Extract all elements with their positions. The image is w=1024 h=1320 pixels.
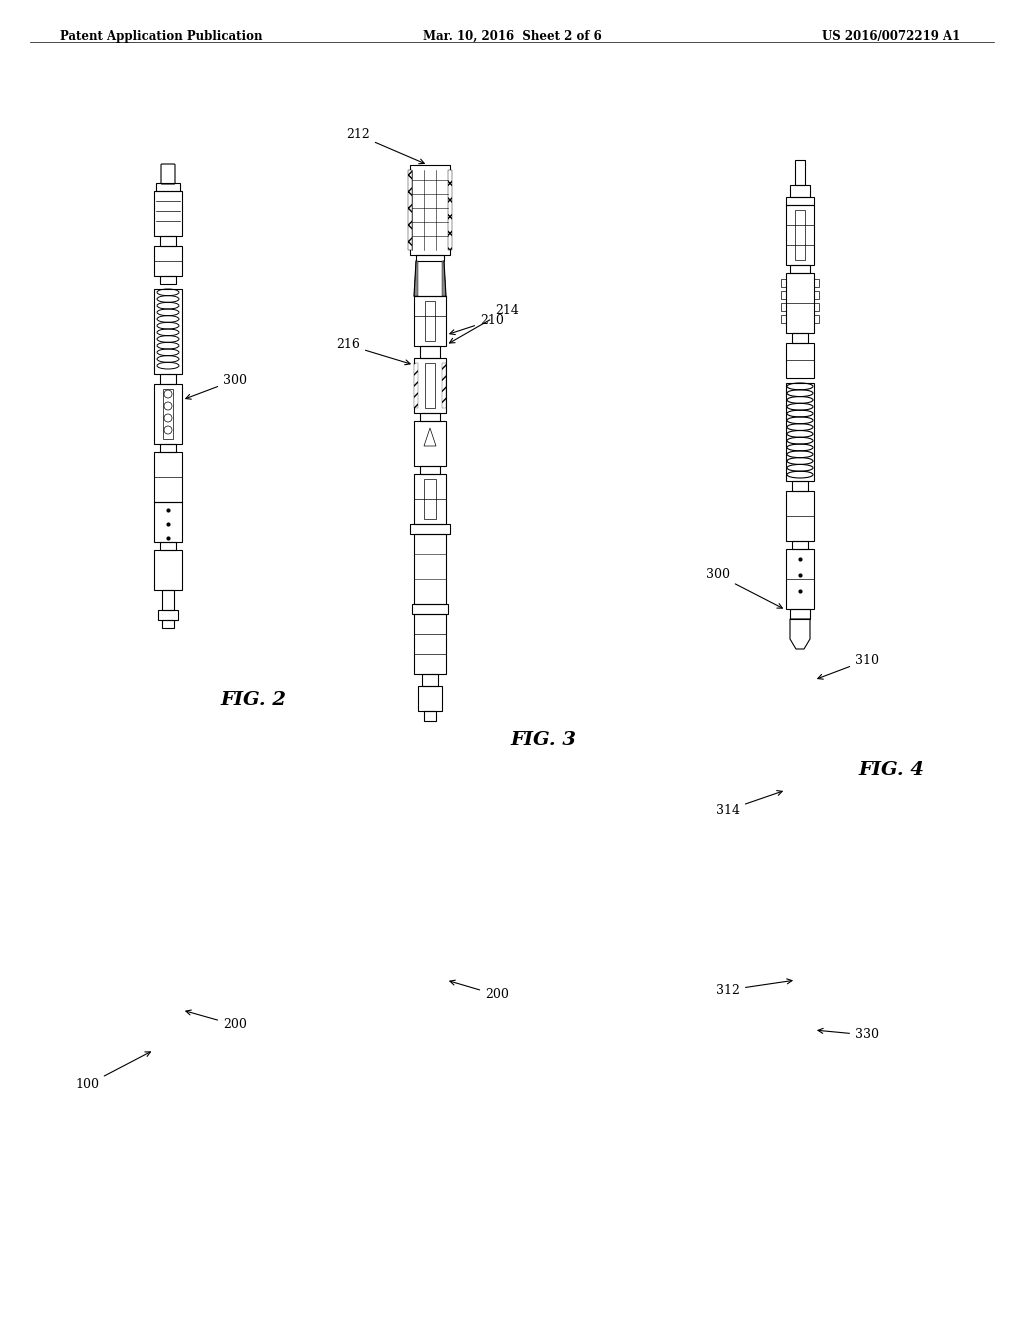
Text: FIG. 4: FIG. 4 — [858, 762, 924, 779]
Bar — [163, 389, 173, 440]
Text: 300: 300 — [185, 374, 247, 399]
Text: Mar. 10, 2016  Sheet 2 of 6: Mar. 10, 2016 Sheet 2 of 6 — [423, 30, 601, 44]
Bar — [160, 236, 176, 246]
Bar — [795, 160, 805, 185]
Text: 200: 200 — [186, 1010, 247, 1031]
Bar — [414, 296, 446, 346]
Text: 300: 300 — [706, 569, 782, 609]
Bar — [449, 170, 452, 249]
Bar — [414, 535, 446, 605]
Bar — [162, 590, 174, 610]
Text: FIG. 3: FIG. 3 — [510, 731, 575, 748]
Bar — [414, 474, 446, 524]
Text: 210: 210 — [450, 314, 504, 334]
Bar — [160, 444, 176, 451]
Bar — [418, 686, 442, 711]
Bar — [412, 605, 449, 614]
Text: 314: 314 — [716, 791, 782, 817]
Bar — [422, 675, 438, 686]
Bar — [790, 609, 810, 619]
Bar — [420, 466, 440, 474]
Bar — [414, 421, 446, 466]
Bar — [154, 191, 182, 236]
Bar — [160, 543, 176, 550]
Bar — [420, 413, 440, 421]
Bar — [442, 363, 446, 408]
Bar — [154, 502, 182, 543]
Bar — [154, 384, 182, 444]
Bar — [160, 276, 176, 284]
Text: 216: 216 — [336, 338, 411, 364]
Text: 100: 100 — [75, 1052, 151, 1092]
Text: 310: 310 — [818, 653, 879, 680]
Bar — [416, 255, 444, 261]
Text: 214: 214 — [450, 304, 519, 343]
Bar — [425, 301, 435, 341]
Polygon shape — [414, 261, 418, 296]
Bar — [414, 358, 446, 413]
Bar — [792, 480, 808, 491]
Text: Patent Application Publication: Patent Application Publication — [60, 30, 262, 44]
Text: US 2016/0072219 A1: US 2016/0072219 A1 — [821, 30, 961, 44]
Bar — [795, 210, 805, 260]
Bar — [158, 610, 178, 620]
Bar — [425, 363, 435, 408]
Bar — [786, 197, 814, 205]
Bar — [792, 541, 808, 549]
Bar — [162, 620, 174, 628]
Bar — [814, 315, 819, 323]
Bar — [420, 346, 440, 358]
Bar — [814, 290, 819, 300]
Bar — [414, 363, 418, 408]
Bar — [786, 549, 814, 609]
Bar — [781, 279, 786, 286]
Bar — [790, 265, 810, 273]
Bar — [786, 383, 814, 480]
Bar — [154, 246, 182, 276]
Bar — [156, 183, 180, 191]
Bar — [408, 170, 412, 249]
Bar — [781, 290, 786, 300]
Bar — [790, 185, 810, 197]
Text: 200: 200 — [450, 981, 509, 1002]
Text: FIG. 2: FIG. 2 — [220, 690, 286, 709]
Bar — [781, 304, 786, 312]
Bar — [786, 343, 814, 378]
Bar — [814, 279, 819, 286]
Bar — [154, 550, 182, 590]
Bar — [786, 491, 814, 541]
Text: 212: 212 — [346, 128, 424, 164]
Bar — [154, 289, 182, 374]
Text: 330: 330 — [818, 1028, 879, 1041]
Polygon shape — [442, 261, 446, 296]
Bar — [424, 711, 436, 721]
Bar — [786, 273, 814, 333]
Bar — [786, 205, 814, 265]
Bar — [414, 614, 446, 675]
Bar — [781, 315, 786, 323]
Bar — [424, 479, 436, 519]
FancyBboxPatch shape — [161, 164, 175, 183]
Bar — [410, 165, 450, 255]
Bar — [154, 451, 182, 502]
Bar — [410, 524, 450, 535]
Text: 312: 312 — [716, 979, 792, 997]
Bar — [814, 304, 819, 312]
Bar — [792, 333, 808, 343]
Bar — [160, 374, 176, 384]
